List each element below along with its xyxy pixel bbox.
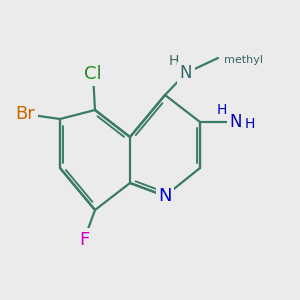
Text: F: F xyxy=(79,231,89,249)
Text: N: N xyxy=(230,113,242,131)
Text: H: H xyxy=(245,117,255,131)
Text: methyl: methyl xyxy=(224,55,263,65)
Text: N: N xyxy=(180,64,192,82)
Text: N: N xyxy=(158,187,172,205)
Text: Br: Br xyxy=(15,105,35,123)
Text: H: H xyxy=(169,54,179,68)
Text: H: H xyxy=(217,103,227,117)
Text: Cl: Cl xyxy=(84,65,102,83)
